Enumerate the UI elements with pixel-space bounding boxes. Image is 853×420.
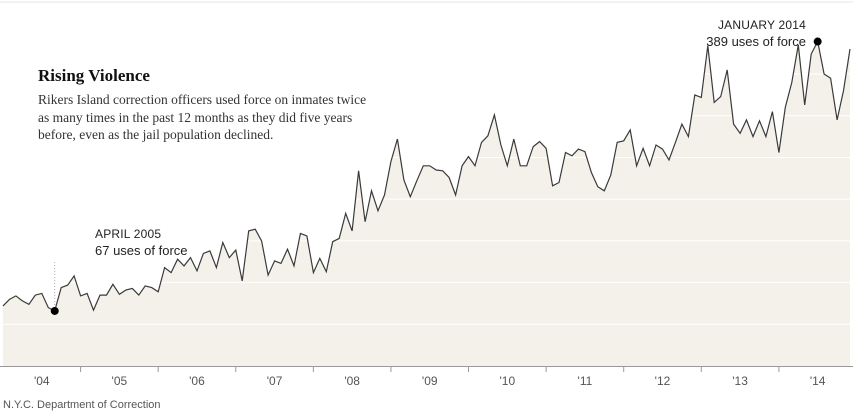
annotation-high-date: JANUARY 2014	[717, 18, 806, 32]
x-tick-label: '10	[500, 374, 516, 388]
chart-title: Rising Violence	[38, 66, 150, 85]
annotation-low-date: APRIL 2005	[95, 227, 162, 241]
x-tick-label: '08	[344, 374, 360, 388]
x-tick-label: '13	[732, 374, 748, 388]
chart-header: Rising Violence Rikers Island correction…	[38, 66, 368, 144]
x-tick-label: '09	[422, 374, 438, 388]
annotation-high: JANUARY 2014 389 uses of force	[702, 18, 806, 49]
x-tick-label: '14	[810, 374, 826, 388]
x-tick-label: '05	[112, 374, 128, 388]
x-tick-label: '06	[189, 374, 205, 388]
x-tick-label: '12	[655, 374, 671, 388]
source-note: N.Y.C. Department of Correction	[3, 399, 161, 411]
annotation-high-value: 389 uses of force	[706, 34, 806, 49]
annotation-low: APRIL 2005 67 uses of force	[95, 227, 188, 258]
annotation-marker-high	[813, 37, 822, 46]
gridlines	[0, 31, 853, 325]
area-fill	[3, 41, 850, 366]
x-tick-label: '07	[267, 374, 283, 388]
x-tick-label: '11	[578, 374, 593, 388]
annotation-marker-low	[50, 306, 59, 315]
force-series-line	[2, 39, 851, 312]
x-axis: '04 '05 '06 '07 '08 '09 '10 '11 '12 '13 '14	[0, 366, 853, 388]
annotation-low-value: 67 uses of force	[95, 243, 188, 258]
chart-subtitle: Rikers Island correction officers used f…	[38, 92, 367, 142]
x-tick-label: '04	[34, 374, 50, 388]
